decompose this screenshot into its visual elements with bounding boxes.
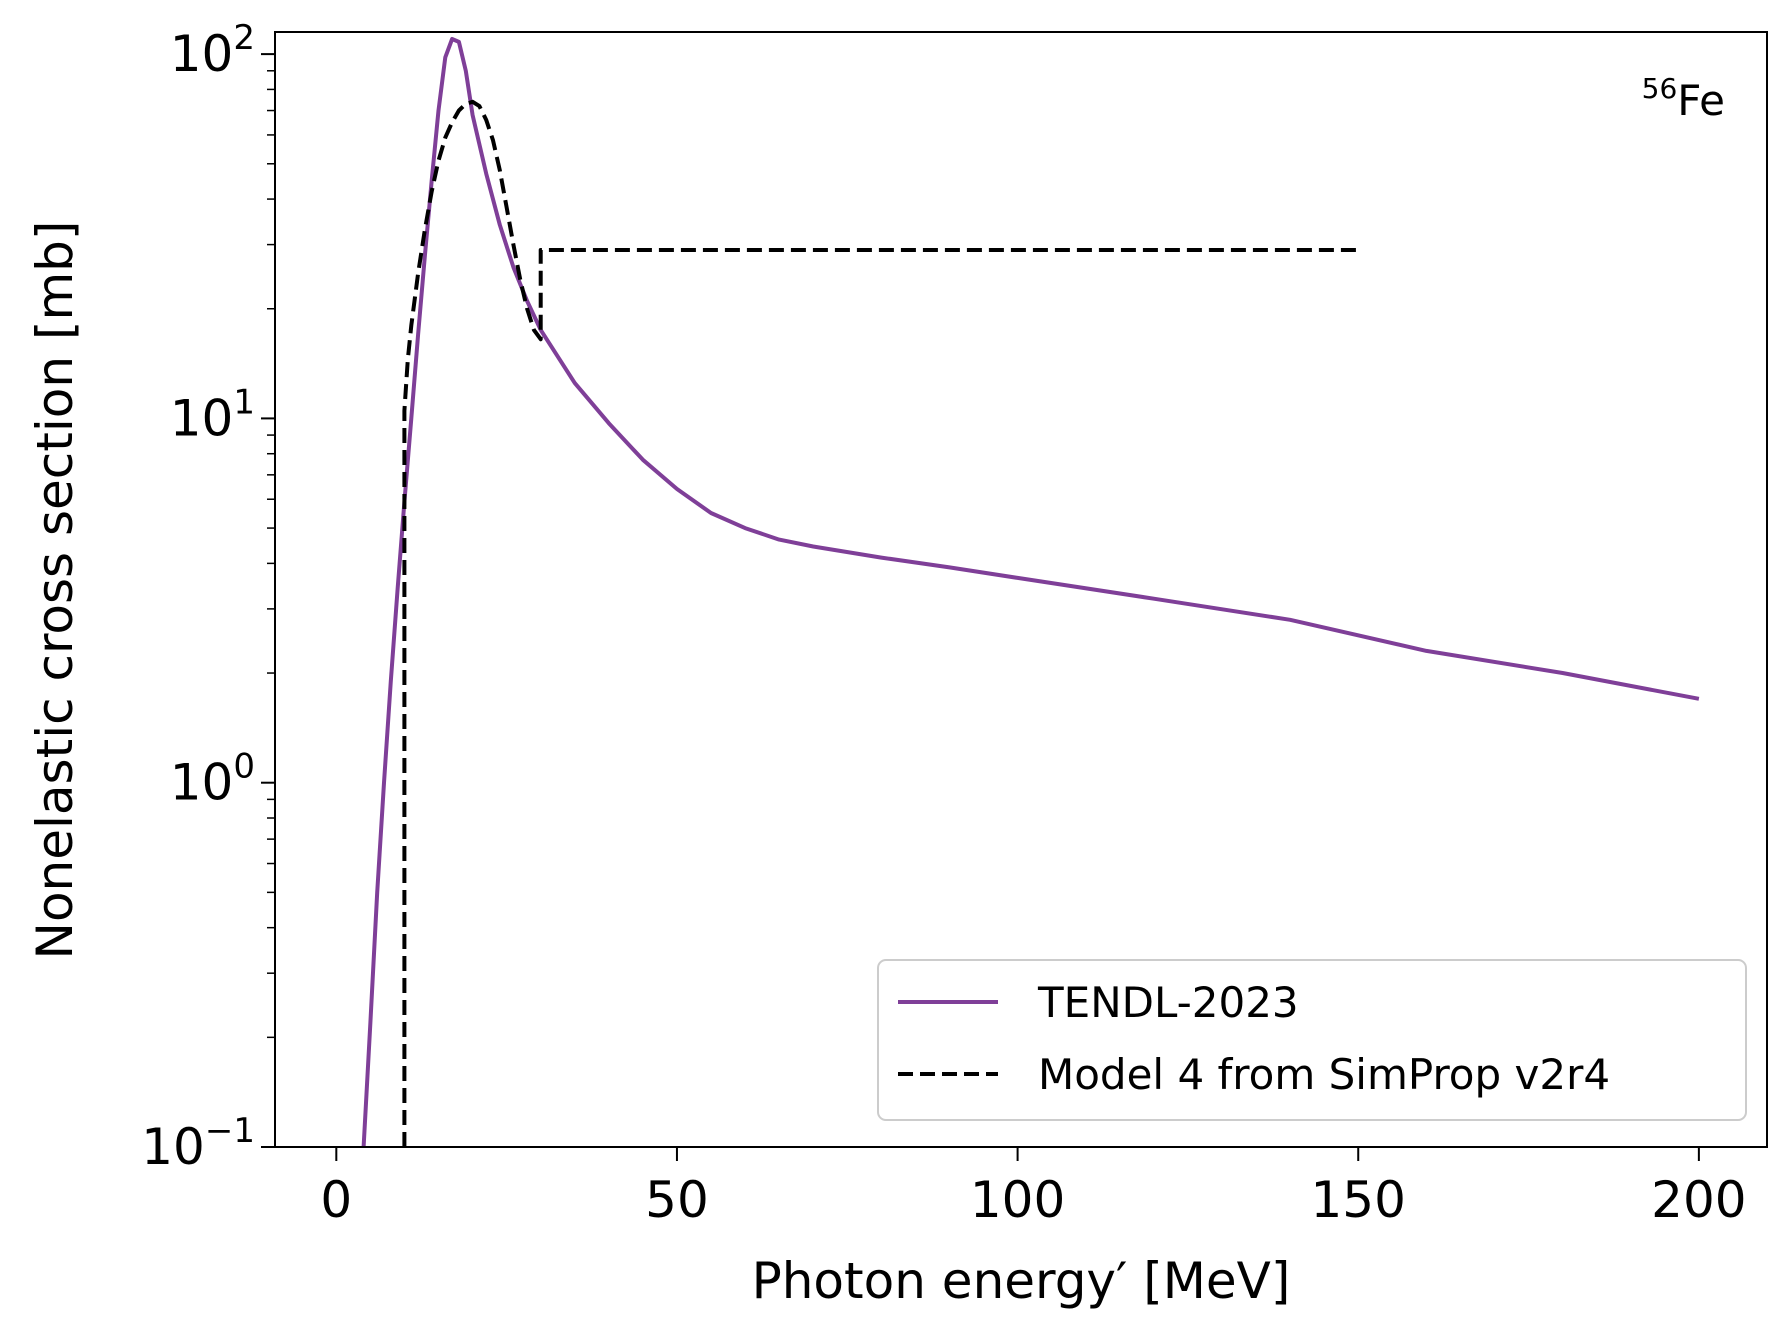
isotope-mass-number: 56 bbox=[1642, 72, 1678, 105]
plot-frame bbox=[274, 31, 1768, 1148]
x-axis-label: Photon energy′ [MeV] bbox=[752, 1252, 1291, 1310]
legend-label-tendl: TENDL-2023 bbox=[1037, 978, 1299, 1027]
legend-box bbox=[877, 959, 1747, 1121]
x-tick-label: 0 bbox=[320, 1171, 352, 1229]
legend: TENDL-2023 Model 4 from SimProp v2r4 bbox=[877, 959, 1747, 1121]
y-tick-label: 101 bbox=[170, 382, 255, 447]
y-axis-label: Nonelastic cross section [mb] bbox=[26, 221, 84, 960]
isotope-element: Fe bbox=[1677, 76, 1725, 125]
y-tick-label: 100 bbox=[170, 747, 255, 812]
y-tick-label: 102 bbox=[170, 18, 255, 83]
x-tick-label: 50 bbox=[645, 1171, 709, 1229]
series-layer bbox=[361, 37, 1700, 1147]
isotope-annotation: 56Fe bbox=[1642, 72, 1725, 125]
x-tick-label: 100 bbox=[970, 1171, 1065, 1229]
y-axis: 10−1 100 101 102 bbox=[141, 18, 275, 1176]
x-tick-label: 200 bbox=[1651, 1171, 1746, 1229]
y-tick-label: 10−1 bbox=[141, 1111, 255, 1176]
x-tick-label: 150 bbox=[1311, 1171, 1406, 1229]
x-axis: 0 50 100 150 200 bbox=[320, 1147, 1747, 1229]
series-line-1 bbox=[402, 99, 1359, 1147]
legend-label-simprop: Model 4 from SimProp v2r4 bbox=[1038, 1050, 1610, 1099]
series-line-0 bbox=[361, 37, 1700, 1147]
